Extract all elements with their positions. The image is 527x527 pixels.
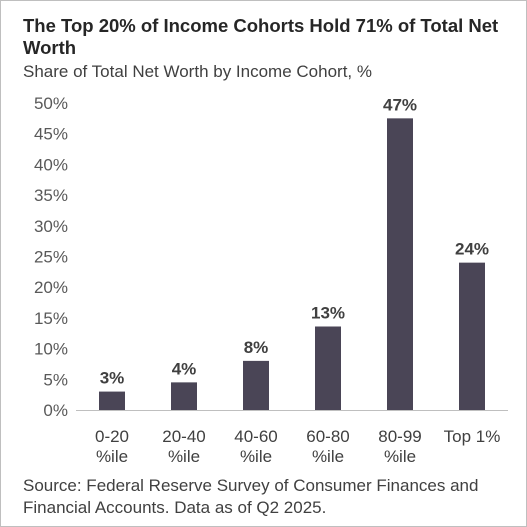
bars: 3% 4% 8% 13% 47% 24%: [99, 95, 489, 410]
y-tick-label: 45%: [34, 125, 68, 144]
y-axis: 0% 5% 10% 15% 20% 25% 30% 35% 40% 45% 50%: [34, 94, 68, 420]
x-tick-label: 0-20: [95, 427, 129, 446]
data-label: 47%: [383, 95, 417, 114]
x-tick-label: 80-99: [378, 427, 421, 446]
y-tick-label: 30%: [34, 217, 68, 236]
y-tick-label: 40%: [34, 155, 68, 174]
chart-source-note: Source: Federal Reserve Survey of Consum…: [23, 476, 479, 517]
x-tick-label: %ile: [240, 447, 272, 466]
x-tick-label: %ile: [168, 447, 200, 466]
x-tick-label: 60-80: [306, 427, 349, 446]
x-tick-label: Top 1%: [444, 427, 501, 446]
x-tick-label: %ile: [96, 447, 128, 466]
chart-subtitle: Share of Total Net Worth by Income Cohor…: [23, 62, 372, 81]
x-tick-label: %ile: [312, 447, 344, 466]
y-tick-label: 15%: [34, 309, 68, 328]
data-label: 8%: [244, 338, 269, 357]
y-tick-label: 20%: [34, 278, 68, 297]
bar: [171, 382, 197, 410]
chart-title: The Top 20% of Income Cohorts Hold 71% o…: [23, 15, 499, 58]
data-label: 24%: [455, 240, 489, 259]
data-label: 13%: [311, 303, 345, 322]
bar: [99, 391, 125, 410]
y-tick-label: 25%: [34, 248, 68, 267]
y-tick-label: 50%: [34, 94, 68, 113]
bar: [243, 360, 269, 410]
bar: [315, 326, 341, 410]
data-label: 3%: [100, 369, 125, 388]
y-tick-label: 35%: [34, 186, 68, 205]
y-tick-label: 10%: [34, 340, 68, 359]
data-label: 4%: [172, 359, 197, 378]
bar: [387, 118, 413, 410]
bar: [459, 262, 485, 410]
x-axis: 0-20%ile20-40%ile40-60%ile60-80%ile80-99…: [76, 410, 508, 466]
x-tick-label: 20-40: [162, 427, 205, 446]
x-tick-label: 40-60: [234, 427, 277, 446]
y-tick-label: 5%: [43, 370, 68, 389]
y-tick-label: 0%: [43, 401, 68, 420]
x-tick-label: %ile: [384, 447, 416, 466]
